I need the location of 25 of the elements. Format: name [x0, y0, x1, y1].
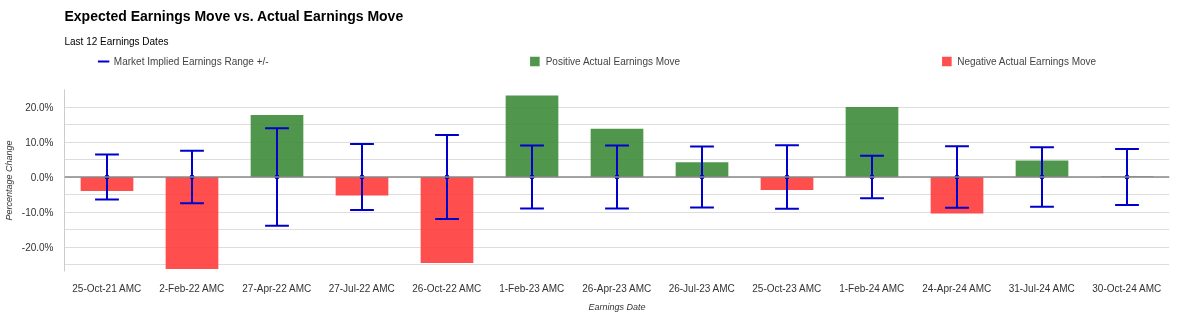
- x-tick-label: 26-Apr-23 AMC: [582, 282, 652, 294]
- x-tick-label: 27-Jul-22 AMC: [328, 282, 395, 294]
- y-tick-label: 0.0%: [30, 171, 54, 183]
- x-tick-label: 24-Apr-24 AMC: [922, 282, 992, 294]
- legend-label: Negative Actual Earnings Move: [957, 55, 1097, 67]
- x-tick-label: 1-Feb-24 AMC: [839, 282, 905, 294]
- legend-label: Positive Actual Earnings Move: [545, 55, 681, 67]
- y-tick-label: 20.0%: [25, 101, 54, 113]
- x-tick-label: 27-Apr-22 AMC: [242, 282, 312, 294]
- y-axis-title: Percentage Change: [3, 140, 14, 221]
- legend-label: Market Implied Earnings Range +/-: [113, 55, 269, 67]
- x-tick-label: 31-Jul-24 AMC: [1008, 282, 1075, 294]
- x-tick-label: 26-Oct-22 AMC: [412, 282, 482, 294]
- x-tick-label: 25-Oct-21 AMC: [72, 282, 142, 294]
- y-tick-label: 10.0%: [25, 136, 54, 148]
- y-tick-label: -20.0%: [21, 241, 54, 253]
- x-tick-label: 26-Jul-23 AMC: [668, 282, 735, 294]
- x-tick-label: 2-Feb-22 AMC: [159, 282, 225, 294]
- x-tick-label: 30-Oct-24 AMC: [1092, 282, 1162, 294]
- y-tick-label: -10.0%: [21, 206, 54, 218]
- x-tick-label: 1-Feb-23 AMC: [499, 282, 565, 294]
- chart-title: Expected Earnings Move vs. Actual Earnings Move: [64, 7, 404, 24]
- x-tick-label: 25-Oct-23 AMC: [752, 282, 822, 294]
- x-axis-title: Earnings Date: [588, 301, 646, 312]
- chart-subtitle: Last 12 Earnings Dates: [64, 35, 169, 47]
